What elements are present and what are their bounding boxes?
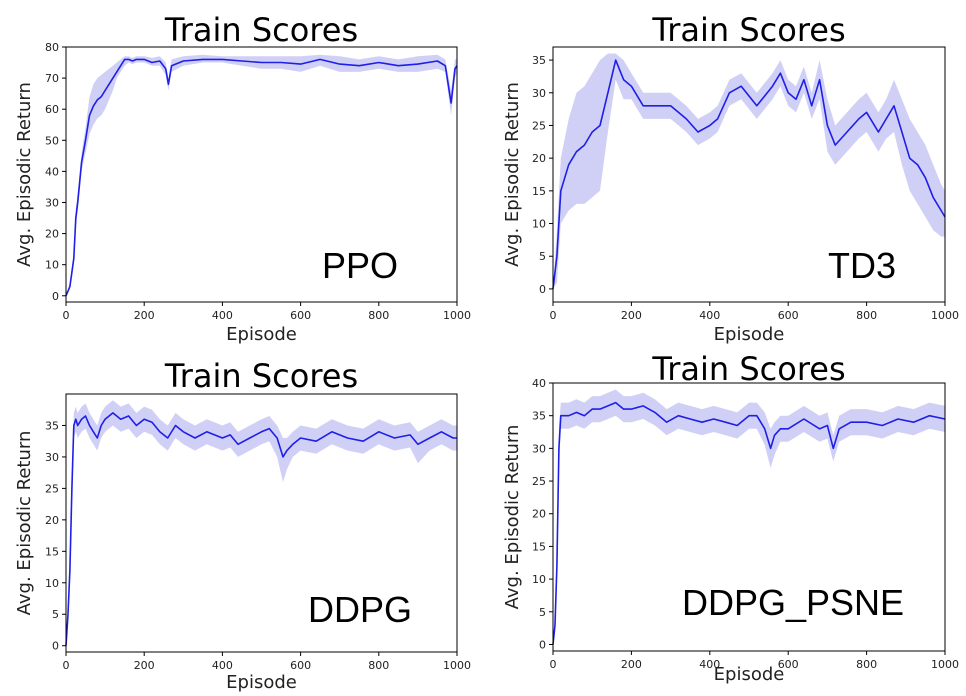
y-tick-label: 5 [539, 250, 546, 263]
y-tick-label: 5 [539, 606, 546, 619]
y-tick-label: 30 [532, 442, 546, 455]
x-tick-label: 1000 [443, 309, 471, 322]
ddpg-psne-panel: Train Scores 0 200 400 600 800 1000 0 5 10 15 20 25 3… [502, 350, 959, 685]
y-tick-label: 0 [52, 640, 59, 653]
y-tick-label: 10 [45, 259, 59, 272]
y-tick-label: 35 [45, 419, 59, 432]
x-axis-label: Episode [226, 324, 297, 345]
mean-return-line [552, 401, 946, 645]
y-tick-label: 10 [45, 577, 59, 590]
x-tick-label: 400 [699, 309, 720, 322]
chart-title: Train Scores [651, 11, 845, 49]
x-tick-label: 800 [368, 659, 389, 672]
x-tick-label: 600 [778, 658, 799, 671]
x-tick-label: 400 [212, 659, 233, 672]
y-tick-label: 80 [45, 41, 59, 54]
y-tick-label: 15 [532, 540, 546, 553]
x-tick-label: 400 [212, 309, 233, 322]
x-axis-label: Episode [714, 664, 785, 685]
x-tick-label: 0 [550, 658, 557, 671]
mean-return-line [552, 59, 946, 289]
y-axis-label: Avg. Episodic Return [14, 431, 35, 616]
y-tick-label: 0 [52, 290, 59, 303]
x-tick-label: 1000 [931, 658, 959, 671]
x-tick-label: 200 [621, 658, 642, 671]
chart-title: Train Scores [164, 11, 358, 49]
x-tick-label: 0 [550, 309, 557, 322]
ppo-panel: Train Scores 0 200 400 600 800 1000 0 10 20 30 40 50… [14, 11, 471, 345]
y-axis-label: Avg. Episodic Return [502, 82, 523, 267]
x-axis-label: Episode [226, 672, 297, 693]
algorithm-label: TD3 [828, 245, 896, 286]
plot-frame [65, 393, 458, 653]
x-tick-label: 600 [778, 309, 799, 322]
confidence-band [66, 54, 457, 296]
td3-panel: Train Scores 0 200 400 600 800 1000 0 5 10 15 20 25 3… [502, 11, 959, 345]
x-tick-label: 800 [368, 309, 389, 322]
x-tick-label: 400 [699, 658, 720, 671]
confidence-band [66, 400, 457, 646]
chart-title: Train Scores [164, 357, 358, 395]
mean-return-line [65, 58, 458, 297]
y-tick-label: 0 [539, 638, 546, 651]
x-tick-label: 600 [290, 659, 311, 672]
y-tick-label: 20 [532, 152, 546, 165]
algorithm-label: PPO [322, 245, 398, 286]
x-tick-label: 800 [856, 658, 877, 671]
algorithm-label: DDPG_PSNE [682, 582, 904, 623]
y-tick-label: 25 [532, 119, 546, 132]
y-tick-label: 40 [532, 377, 546, 390]
y-tick-label: 20 [45, 514, 59, 527]
algorithm-label: DDPG [308, 589, 412, 630]
y-tick-label: 20 [45, 228, 59, 241]
x-tick-label: 1000 [931, 309, 959, 322]
confidence-band [553, 53, 945, 289]
y-tick-label: 40 [45, 165, 59, 178]
y-tick-label: 30 [45, 451, 59, 464]
y-tick-label: 10 [532, 218, 546, 231]
x-tick-label: 0 [63, 659, 70, 672]
y-tick-label: 30 [532, 87, 546, 100]
x-tick-label: 200 [621, 309, 642, 322]
plot-frame [552, 382, 946, 652]
chart-title: Train Scores [651, 350, 845, 388]
y-tick-label: 0 [539, 283, 546, 296]
mean-return-line [65, 412, 457, 646]
ddpg-panel: Train Scores 0 200 400 600 800 1000 0 5 10 15 20 25 3… [14, 357, 471, 693]
plot-frame [552, 46, 946, 303]
plot-frame [65, 46, 458, 303]
y-tick-label: 70 [45, 72, 59, 85]
x-tick-label: 600 [290, 309, 311, 322]
y-tick-label: 60 [45, 103, 59, 116]
y-axis-label: Avg. Episodic Return [14, 82, 35, 267]
y-axis-label: Avg. Episodic Return [502, 425, 523, 610]
confidence-band [553, 389, 945, 645]
x-tick-label: 200 [134, 659, 155, 672]
x-tick-label: 200 [134, 309, 155, 322]
y-tick-label: 35 [532, 410, 546, 423]
y-tick-label: 10 [532, 573, 546, 586]
x-tick-label: 0 [63, 309, 70, 322]
x-tick-label: 800 [856, 309, 877, 322]
y-tick-label: 50 [45, 134, 59, 147]
x-axis-label: Episode [714, 324, 785, 345]
y-tick-label: 15 [45, 545, 59, 558]
y-tick-label: 25 [45, 482, 59, 495]
y-tick-label: 20 [532, 508, 546, 521]
x-tick-label: 1000 [443, 659, 471, 672]
y-tick-label: 5 [52, 608, 59, 621]
y-tick-label: 35 [532, 54, 546, 67]
y-tick-label: 30 [45, 196, 59, 209]
y-tick-label: 25 [532, 475, 546, 488]
y-tick-label: 15 [532, 185, 546, 198]
